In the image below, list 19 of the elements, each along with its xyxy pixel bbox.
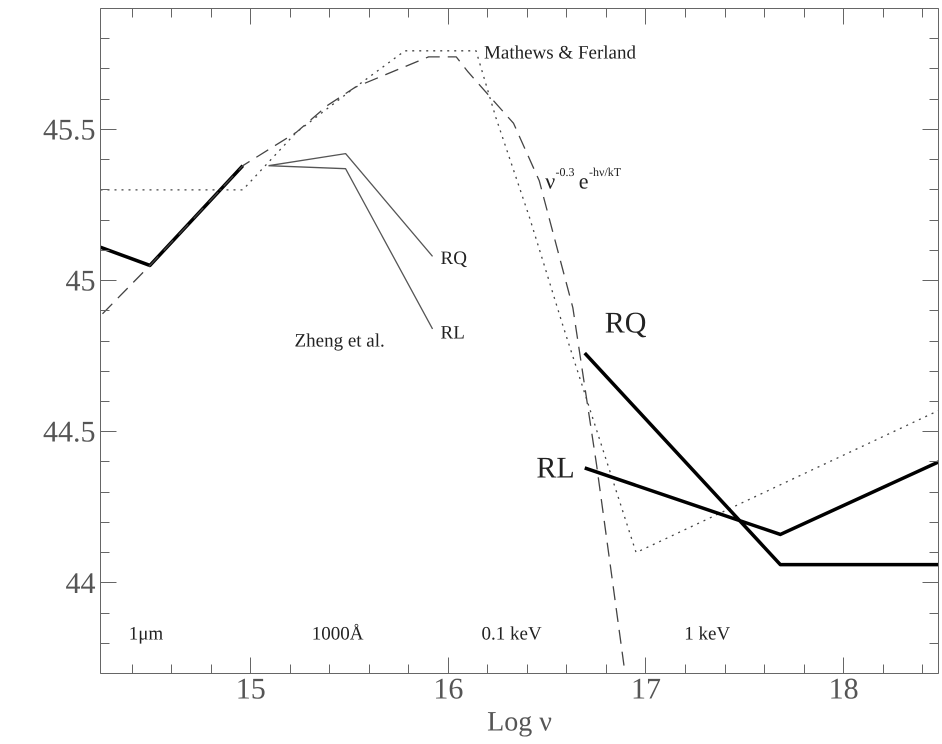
x-tick-label: 18 [828, 672, 859, 706]
x-tick-label: 15 [236, 672, 266, 706]
y-tick-label: 44 [66, 566, 96, 600]
annotation: Zheng et al. [294, 330, 385, 352]
series-label: RL [536, 451, 575, 484]
annotation: 1 keV [684, 624, 730, 645]
series-label: RQ [604, 306, 647, 340]
annotation: 1000Å [312, 624, 364, 645]
series-label: RL [440, 322, 465, 344]
x-tick-label: 17 [630, 672, 661, 706]
x-tick-label: 16 [433, 672, 464, 706]
annotation: 0.1 keV [482, 624, 542, 645]
annotation: 1μm [128, 624, 164, 645]
y-tick-label: 44.5 [43, 416, 96, 449]
series-label: Mathews & Ferland [484, 42, 636, 64]
y-tick-label: 45.5 [43, 113, 96, 146]
y-tick-label: 45 [66, 264, 96, 298]
series-label: RQ [440, 248, 468, 269]
x-axis-title: Log ν [487, 706, 552, 738]
